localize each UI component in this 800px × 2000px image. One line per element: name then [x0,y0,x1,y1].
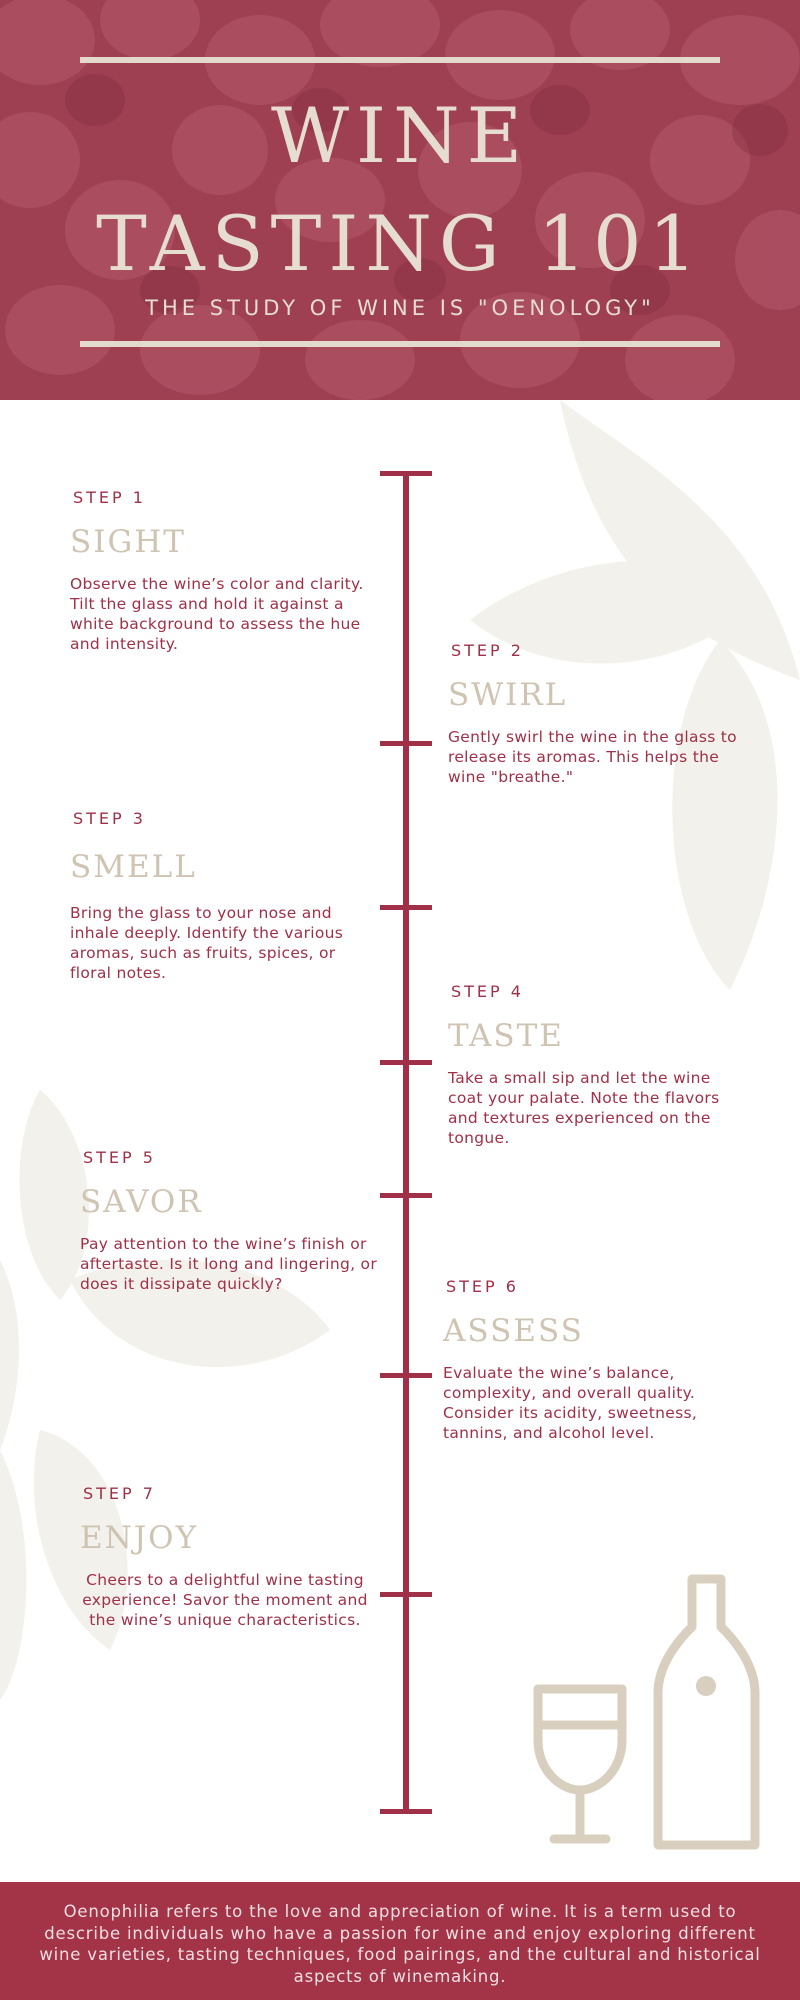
page-title: WINE TASTING 101 [96,91,704,288]
leaf-background [0,400,800,1700]
timeline-tick [380,1060,432,1065]
timeline-tick [380,1373,432,1378]
step-label: STEP 1 [73,488,146,507]
timeline-tick [380,1193,432,1198]
grapes-background [0,0,800,400]
step-assess: STEP 6 ASSESS Evaluate the wine’s balanc… [443,1277,723,1443]
step-swirl: STEP 2 SWIRL Gently swirl the wine in th… [448,641,748,787]
header-rule-top [80,57,720,63]
step-name: TASTE [448,1018,564,1054]
step-smell: STEP 3 SMELL Bring the glass to your nos… [70,809,360,983]
timeline-line [403,473,409,1813]
header-rule-bottom [80,341,720,347]
step-taste: STEP 4 TASTE Take a small sip and let th… [448,982,738,1148]
step-label: STEP 2 [451,641,524,660]
step-description: Gently swirl the wine in the glass to re… [448,728,737,786]
step-description: Cheers to a delightful wine tasting expe… [82,1571,368,1629]
wine-bottle-icon [653,1574,760,1850]
footer-text: Oenophilia refers to the love and apprec… [39,1902,761,1986]
footer-banner: Oenophilia refers to the love and apprec… [0,1882,800,2000]
timeline-tick [380,905,432,910]
step-label: STEP 6 [446,1277,519,1296]
step-name: ASSESS [443,1313,584,1349]
step-description: Bring the glass to your nose and inhale … [70,904,344,982]
wine-glass-icon [533,1684,627,1844]
timeline-tick [380,471,432,476]
step-description: Take a small sip and let the wine coat y… [448,1069,720,1147]
step-label: STEP 3 [73,809,146,828]
timeline-tick [380,741,432,746]
step-savor: STEP 5 SAVOR Pay attention to the wine’s… [80,1148,390,1294]
step-label: STEP 5 [83,1148,156,1167]
step-sight: STEP 1 SIGHT Observe the wine’s color an… [70,488,370,654]
header-banner: WINE TASTING 101 THE STUDY OF WINE IS "O… [0,0,800,400]
page-subtitle: THE STUDY OF WINE IS "OENOLOGY" [145,296,655,320]
step-name: SIGHT [70,524,186,560]
step-name: ENJOY [80,1520,199,1556]
step-name: SWIRL [448,677,568,713]
step-description: Observe the wine’s color and clarity. Ti… [70,575,364,653]
step-name: SAVOR [80,1184,203,1220]
step-description: Pay attention to the wine’s finish or af… [80,1235,378,1293]
timeline-tick [380,1809,432,1814]
timeline-tick [380,1592,432,1597]
step-description: Evaluate the wine’s balance, complexity,… [443,1364,698,1442]
step-label: STEP 7 [83,1484,156,1503]
step-name: SMELL [70,849,197,885]
wine-illustration [533,1574,760,1850]
step-enjoy: STEP 7 ENJOY Cheers to a delightful wine… [80,1484,370,1630]
step-label: STEP 4 [451,982,524,1001]
